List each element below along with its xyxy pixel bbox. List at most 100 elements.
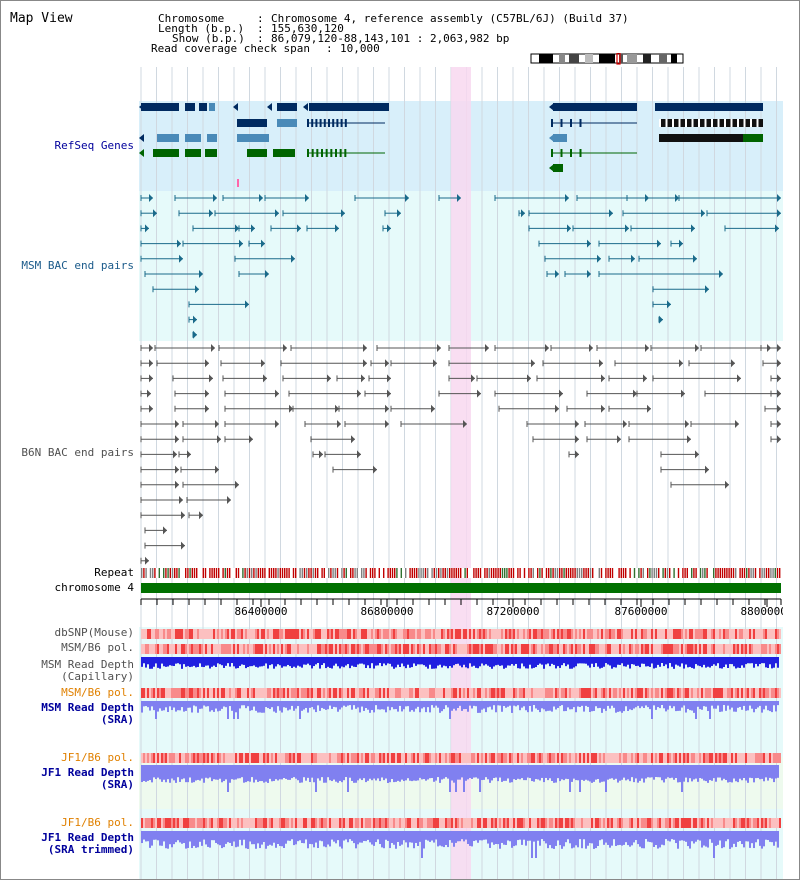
jf1-b6-pol-strip <box>397 753 399 763</box>
jf1-b6-pol-strip <box>311 753 313 763</box>
jf1-sra-depth-bar <box>341 765 343 783</box>
jf1-b6-pol-strip <box>563 753 565 763</box>
jf1-b6-pol-strip <box>601 753 603 763</box>
dbsnp-strip <box>193 629 195 639</box>
jf1-sra-depth-bar <box>755 765 757 779</box>
jf1-sra-trimmed-depth-bar <box>393 831 395 845</box>
jf1-sra-depth-bar <box>667 765 669 778</box>
msm-b6-pol-strip-2 <box>287 688 289 698</box>
repeat-element <box>154 568 156 578</box>
msm-b6-pol-strip-2 <box>485 688 487 698</box>
msm-capillary-depth-bar <box>431 657 433 669</box>
msm-b6-pol-strip-2 <box>491 688 493 698</box>
jf1-b6-pol-strip <box>269 753 271 763</box>
msm-b6-pol-strip <box>159 644 161 654</box>
msm-sra-depth-bar <box>601 701 603 713</box>
msm-sra-depth-bar <box>559 701 561 707</box>
jf1-b6-pol-strip-2 <box>719 818 721 828</box>
jf1-b6-pol-strip-2 <box>737 818 739 828</box>
jf1-b6-pol-strip <box>353 753 355 763</box>
msm-bac-pair-end <box>291 254 295 263</box>
msm-b6-pol-strip-2 <box>337 688 339 698</box>
jf1-sra-depth-bar <box>621 765 623 780</box>
jf1-b6-pol-label-2[interactable]: JF1/B6 pol. <box>61 816 134 829</box>
msm-capillary-depth-bar <box>583 657 585 664</box>
msm-b6-pol-strip <box>481 644 483 654</box>
msm-b6-pol-strip <box>693 644 695 654</box>
jf1-b6-pol-strip <box>745 753 747 763</box>
dbsnp-label[interactable]: dbSNP(Mouse) <box>54 626 134 639</box>
refseq-genes-label[interactable]: RefSeq Genes <box>54 139 134 152</box>
msm-b6-pol-label-2[interactable]: MSM/B6 pol. <box>61 686 134 699</box>
msm-b6-pol-strip-2 <box>317 688 319 698</box>
b6n-bac-label[interactable]: B6N BAC end pairs <box>21 446 134 459</box>
msm-sra-depth-bar <box>713 701 715 709</box>
msm-bac-label[interactable]: MSM BAC end pairs <box>21 259 134 272</box>
genome-browser-canvas[interactable]: 8640000086800000872000008760000088000000 <box>139 67 783 879</box>
jf1-b6-pol-label-1[interactable]: JF1/B6 pol. <box>61 751 134 764</box>
chromosome-ideogram[interactable] <box>529 53 687 65</box>
dbsnp-strip <box>661 629 663 639</box>
jf1-sra-depth-bar <box>615 765 617 779</box>
jf1-sra-trimmed-depth-bar <box>215 831 217 843</box>
jf1-sra-depth-bar <box>173 765 175 781</box>
msm-capillary-depth-bar <box>181 657 183 669</box>
jf1-b6-pol-strip-2 <box>207 818 209 828</box>
msm-b6-pol-strip-2 <box>239 688 241 698</box>
repeat-element <box>642 568 644 578</box>
dbsnp-strip <box>315 629 317 639</box>
msm-capillary-depth-bar <box>213 657 215 666</box>
msm-b6-pol-strip <box>155 644 157 654</box>
jf1-b6-pol-strip <box>303 753 305 763</box>
jf1-b6-pol-strip-2 <box>479 818 481 828</box>
msm-b6-pol-strip <box>419 644 421 654</box>
jf1-b6-pol-strip-2 <box>145 818 147 828</box>
gene-block <box>309 103 389 111</box>
msm-read-depth-sra-label[interactable]: MSM Read Depth (SRA) <box>41 701 134 726</box>
b6n-bac-pair-end <box>527 374 531 383</box>
jf1-b6-pol-strip-2 <box>751 818 753 828</box>
dbsnp-strip <box>731 629 733 639</box>
jf1-b6-pol-strip <box>229 753 231 763</box>
jf1-sra-trimmed-depth-bar <box>739 831 741 842</box>
jf1-sra-trimmed-depth-bar <box>609 831 611 848</box>
repeat-element <box>611 568 614 578</box>
jf1-sra-trimmed-depth-bar <box>377 831 379 840</box>
msm-b6-pol-strip <box>285 644 287 654</box>
msm-sra-depth-bar <box>701 701 703 710</box>
jf1-b6-pol-strip-2 <box>547 818 549 828</box>
jf1-sra-depth-bar <box>371 765 373 781</box>
dbsnp-strip <box>409 629 411 639</box>
jf1-read-depth-trim-label[interactable]: JF1 Read Depth (SRA trimmed) <box>41 831 134 856</box>
msm-b6-pol-strip <box>263 644 265 654</box>
jf1-sra-trimmed-depth-bar <box>525 831 527 846</box>
jf1-b6-pol-strip-2 <box>239 818 241 828</box>
msm-b6-pol-strip-2 <box>217 688 219 698</box>
msm-b6-pol-strip-2 <box>339 688 341 698</box>
repeat-element <box>761 568 763 578</box>
b6n-bac-pair-end <box>181 541 185 550</box>
msm-capillary-depth-bar <box>187 657 189 667</box>
jf1-sra-trimmed-depth-bar <box>269 831 271 845</box>
msm-b6-pol-strip <box>469 644 471 654</box>
jf1-b6-pol-strip <box>363 753 365 763</box>
jf1-read-depth-sra-label[interactable]: JF1 Read Depth (SRA) <box>41 766 134 791</box>
jf1-sra-trimmed-depth-bar <box>325 831 327 848</box>
jf1-sra-trimmed-depth-bar <box>539 831 541 846</box>
chromosome-label[interactable]: chromosome 4 <box>54 581 134 594</box>
dbsnp-strip <box>685 629 687 639</box>
msm-capillary-depth-bar <box>669 657 671 664</box>
msm-b6-pol-strip <box>617 644 619 654</box>
msm-b6-pol-strip <box>413 644 415 654</box>
msm-b6-pol-strip <box>387 644 389 654</box>
b6n-bac-pair-end <box>777 389 781 398</box>
b6n-bac-pair-end <box>235 480 239 489</box>
msm-b6-pol-label-1[interactable]: MSM/B6 pol. <box>61 641 134 654</box>
msm-sra-depth-bar <box>577 701 579 707</box>
jf1-sra-trimmed-depth-bar <box>253 831 255 845</box>
msm-read-depth-capillary-label[interactable]: MSM Read Depth (Capillary) <box>41 658 134 683</box>
msm-capillary-depth-bar <box>363 657 365 665</box>
repeat-element <box>475 568 477 578</box>
repeat-label[interactable]: Repeat <box>94 566 134 579</box>
msm-sra-depth-bar <box>633 701 635 709</box>
